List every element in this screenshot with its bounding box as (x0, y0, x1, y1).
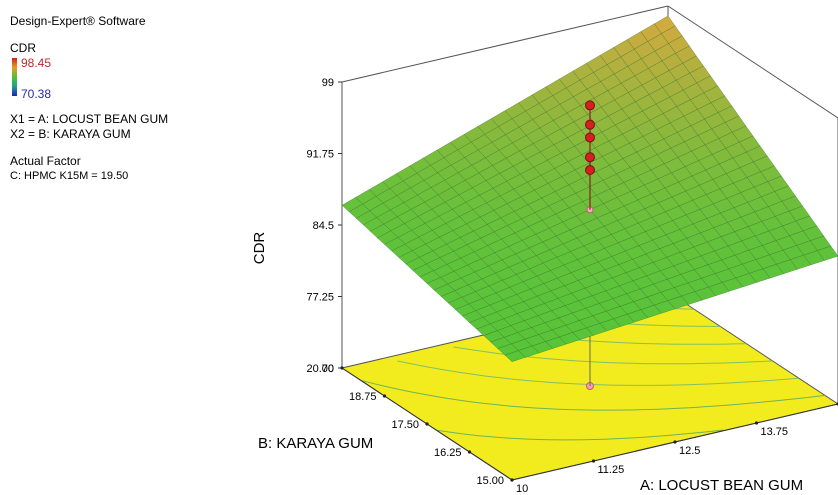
y-tick-mark (467, 450, 472, 454)
floor-contour-line (397, 360, 799, 386)
z-axis-label: CDR (251, 232, 268, 265)
x-tick-label: 12.5 (679, 445, 700, 457)
x-tick-label: 11.25 (598, 464, 625, 476)
y-tick-mark (425, 422, 429, 426)
x-axis-label: A: LOCUST BEAN GUM (640, 477, 803, 494)
axis-ticks: 70 77.25 84.5 91.75 99 15.00 16.25 17.50 18.75 20… (306, 77, 838, 495)
design-point (585, 165, 595, 176)
legend-panel: Design-Expert® Software CDR 98.45 70.38 … (10, 14, 230, 184)
response-name: CDR (10, 41, 36, 55)
z-tick-label: 84.5 (313, 220, 334, 232)
surface-cell (816, 245, 838, 261)
design-point (585, 132, 595, 143)
z-tick-label: 70 (322, 363, 334, 375)
colorbar-gradient (12, 58, 17, 96)
y-tick-label: 17.50 (391, 419, 419, 431)
x-tick-label: 10 (516, 483, 528, 495)
right-top-edge (667, 5, 838, 119)
response-max-value: 98.45 (21, 56, 52, 70)
back-top-edge (341, 5, 669, 83)
response-min-value: 70.38 (21, 87, 52, 101)
y-tick-mark (382, 394, 387, 398)
actual-factor-title: Actual Factor (10, 154, 81, 168)
y-tick-label: 16.25 (434, 447, 462, 459)
x-tick-label: 13.75 (761, 426, 789, 438)
actual-factor-value: C: HPMC K15M = 19.50 (10, 170, 129, 182)
y-axis-label: B: KARAYA GUM (258, 435, 373, 452)
design-points (585, 100, 595, 214)
factor-x2-definition: X2 = B: KARAYA GUM (10, 127, 131, 141)
y-tick-label: 15.00 (476, 475, 504, 487)
factor-x1-definition: X1 = A: LOCUST BEAN GUM (10, 112, 169, 126)
x-tick-mark (510, 478, 514, 482)
design-point (585, 100, 595, 111)
x-tick-mark (673, 440, 677, 444)
y-tick-label: 20.00 (306, 363, 334, 375)
x-tick-mark (591, 459, 596, 463)
z-tick-label: 77.25 (306, 292, 334, 304)
y-tick-label: 18.75 (349, 391, 377, 403)
floor-contour-line (436, 429, 724, 441)
design-point (585, 152, 595, 163)
response-colorbar: 98.45 70.38 (10, 56, 230, 101)
software-title: Design-Expert® Software (10, 14, 146, 28)
z-tick-label: 99 (322, 77, 334, 89)
z-tick-label: 91.75 (306, 149, 334, 161)
response-surface (341, 15, 838, 386)
x-tick-mark (754, 421, 759, 425)
floor-contour-line (360, 379, 825, 411)
design-point (585, 119, 595, 130)
axis-labels: CDR B: KARAYA GUM A: LOCUST BEAN GUM (251, 232, 803, 494)
y-tick-mark (340, 366, 344, 370)
